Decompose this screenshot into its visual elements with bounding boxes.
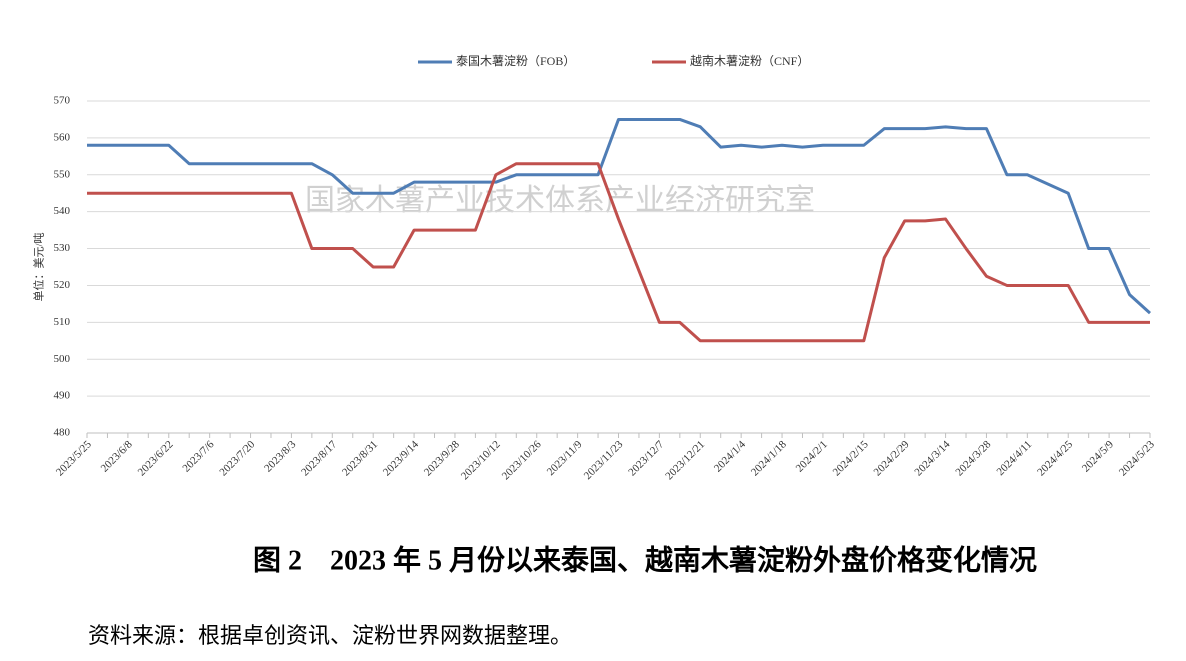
x-tick-label: 2023/6/8: [99, 438, 135, 474]
x-tick-label: 2024/4/11: [995, 438, 1035, 478]
x-tick-label: 2023/11/9: [545, 438, 585, 478]
x-tick-label: 2024/3/28: [953, 438, 993, 478]
y-tick-label: 560: [54, 131, 71, 143]
y-tick-label: 570: [54, 95, 71, 107]
y-tick-label: 550: [54, 168, 71, 180]
x-tick-label: 2024/2/1: [794, 438, 830, 474]
x-tick-label: 2024/2/15: [831, 438, 871, 478]
legend-label: 泰国木薯淀粉（FOB）: [456, 54, 575, 68]
x-tick-label: 2023/8/17: [299, 438, 339, 478]
y-tick-label: 480: [54, 427, 71, 439]
series-line: [87, 117, 1152, 315]
y-axis-label: 单位：美元/吨: [32, 232, 46, 301]
y-tick-label: 530: [54, 242, 71, 254]
x-tick-label: 2023/9/14: [381, 438, 421, 478]
y-tick-label: 510: [54, 316, 71, 328]
x-tick-label: 2023/12/21: [663, 438, 707, 482]
x-tick-label: 2023/11/23: [582, 438, 626, 482]
x-tick-label: 2024/3/14: [912, 438, 952, 478]
y-tick-label: 540: [54, 205, 71, 217]
x-tick-label: 2024/1/18: [749, 438, 789, 478]
x-tick-label: 2024/1/4: [712, 438, 748, 474]
x-tick-label: 2023/7/20: [217, 438, 257, 478]
x-tick-label: 2023/7/6: [180, 438, 216, 474]
x-tick-label: 2023/5/25: [54, 438, 94, 478]
caption: 图 2 2023 年 5 月份以来泰国、越南木薯淀粉外盘价格变化情况: [253, 543, 1037, 576]
x-tick-label: 2024/5/23: [1117, 438, 1157, 478]
x-tick-label: 2023/9/28: [422, 438, 462, 478]
x-tick-label: 2023/6/22: [136, 438, 176, 478]
x-tick-label: 2023/8/3: [262, 438, 298, 474]
x-tick-label: 2024/4/25: [1035, 438, 1075, 478]
y-tick-label: 520: [54, 279, 71, 291]
x-tick-label: 2024/5/9: [1080, 438, 1116, 474]
y-tick-label: 490: [54, 390, 71, 402]
y-tick-label: 500: [54, 353, 71, 365]
x-tick-label: 2023/12/7: [626, 438, 666, 478]
x-tick-label: 2023/10/26: [500, 438, 544, 482]
x-tick-label: 2023/10/12: [459, 438, 503, 482]
source: 资料来源：根据卓创资讯、淀粉世界网数据整理。: [88, 623, 572, 648]
x-tick-label: 2023/8/31: [340, 438, 380, 478]
legend-label: 越南木薯淀粉（CNF）: [690, 53, 809, 68]
x-tick-label: 2024/2/29: [872, 438, 912, 478]
series-line: [87, 162, 1150, 343]
